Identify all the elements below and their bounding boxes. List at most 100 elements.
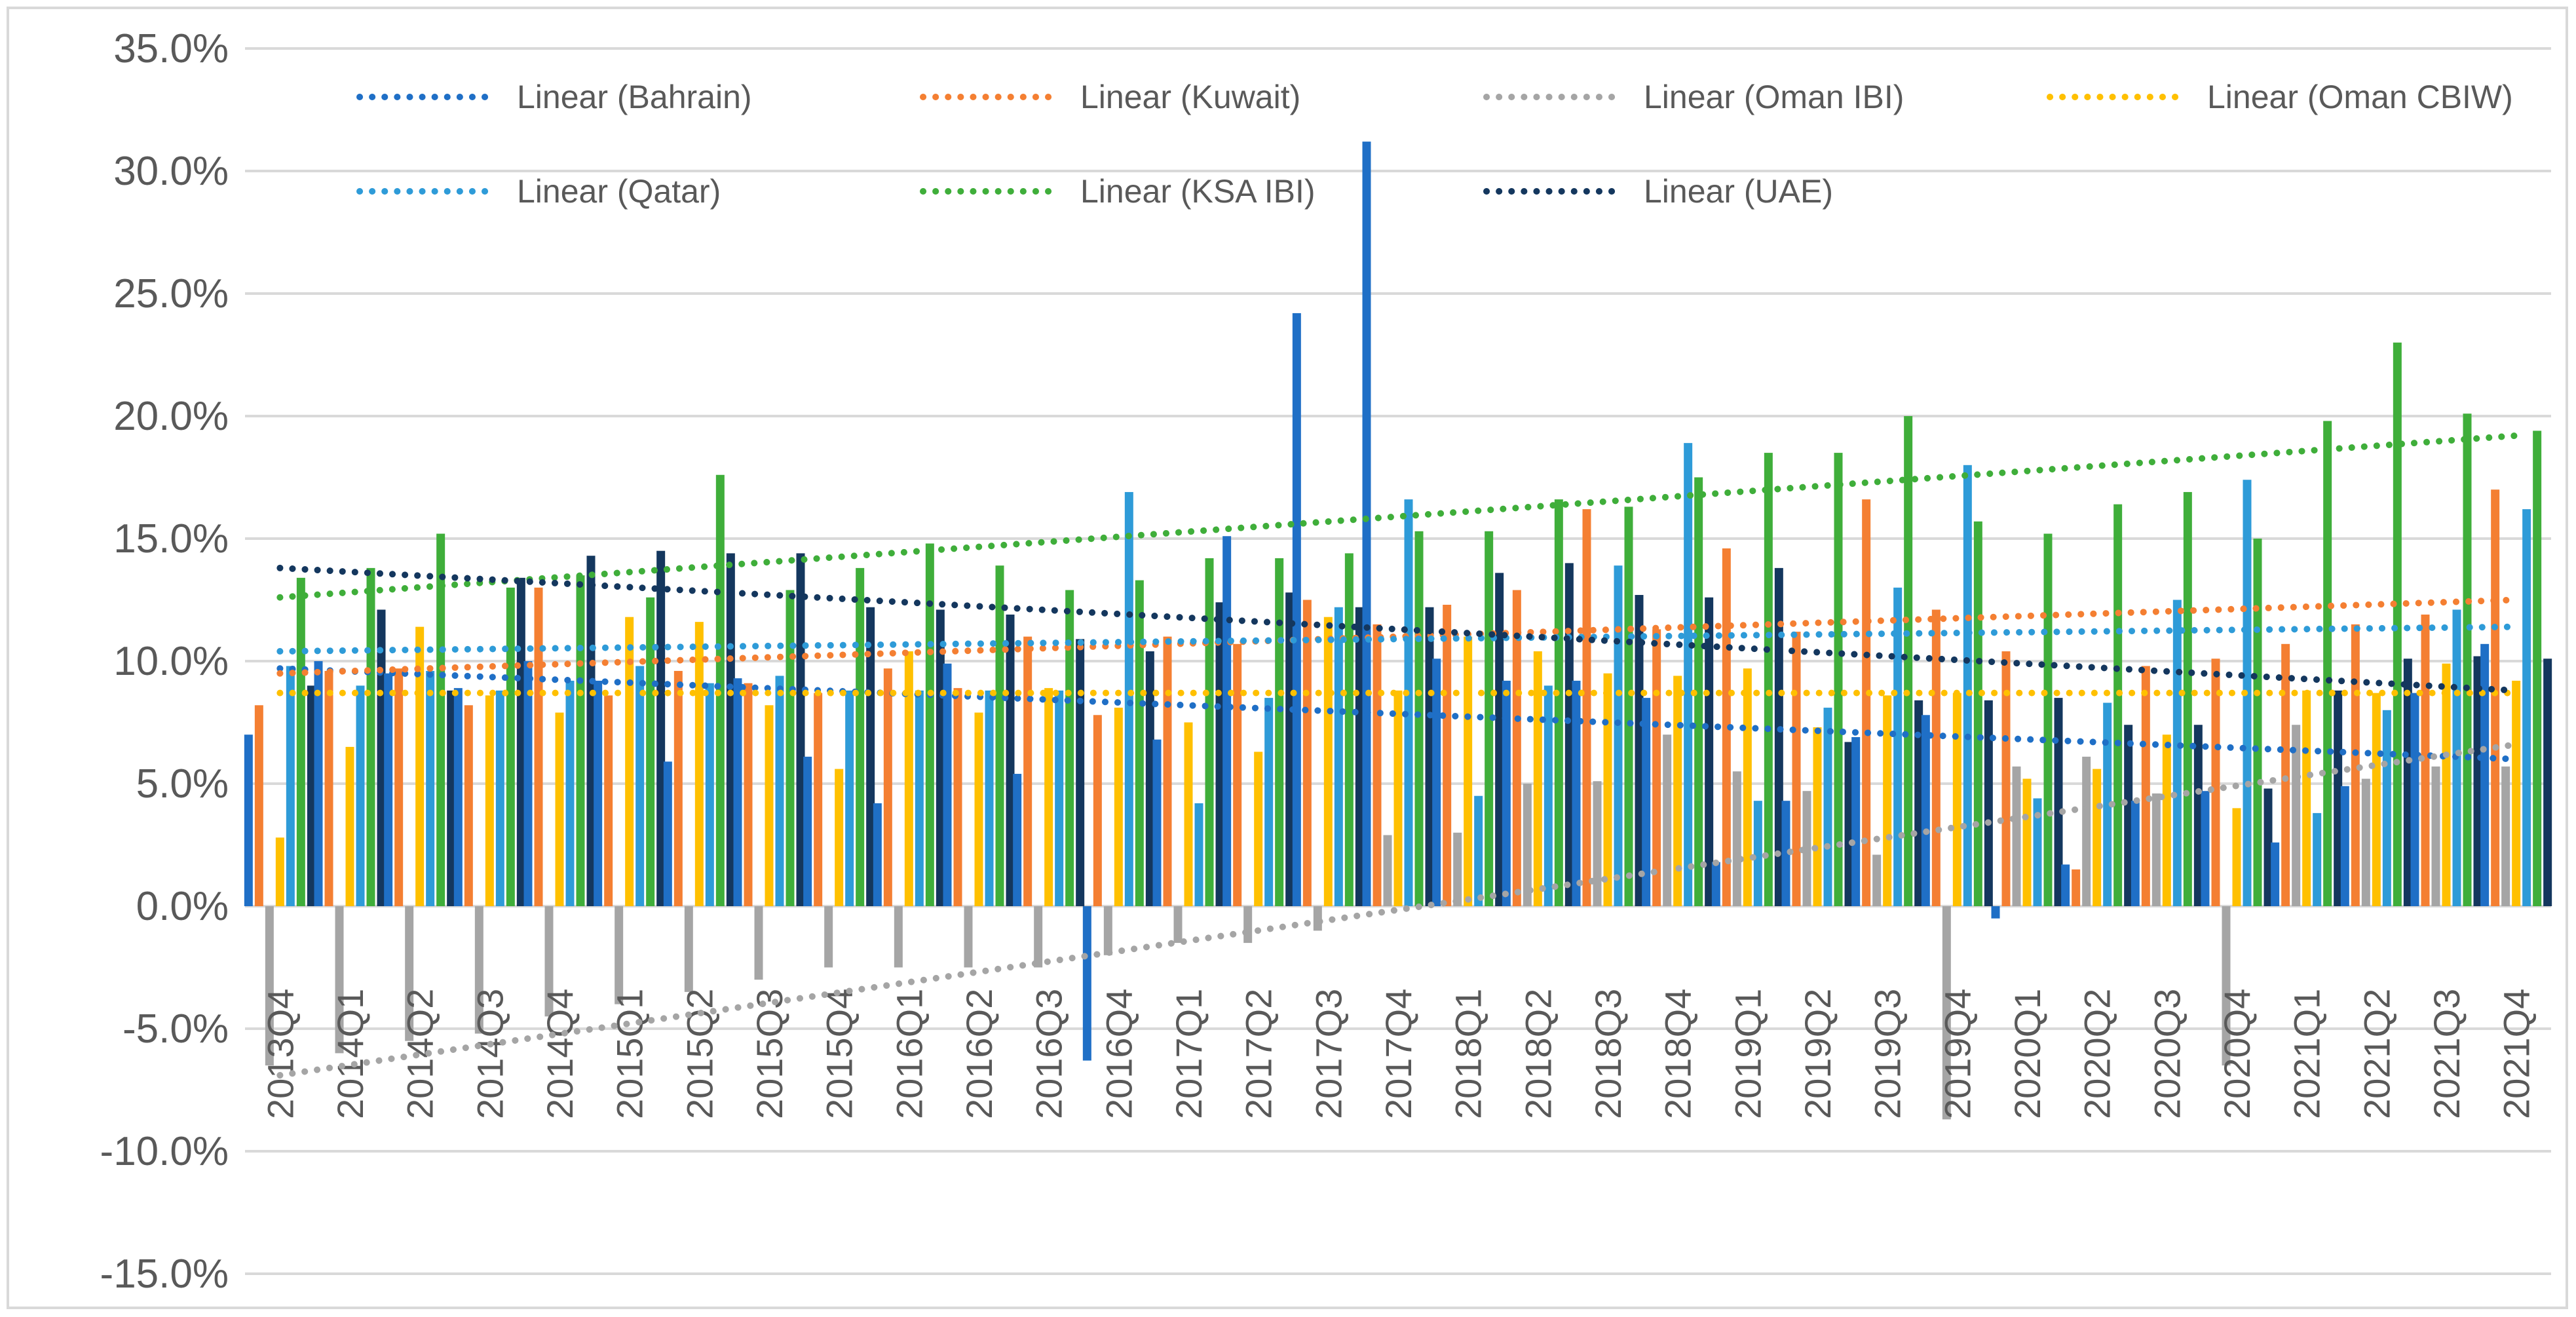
x-tick-label: 2016Q3 — [1029, 989, 1070, 1119]
bar-uae — [1215, 602, 1224, 906]
bar-uae — [447, 690, 456, 906]
bar-uae — [2543, 658, 2552, 906]
bar-oman-ibi — [265, 906, 274, 1066]
bar-ksa-ibi — [1904, 416, 1913, 906]
y-tick-label: 25.0% — [113, 271, 229, 316]
bar-oman-ibi — [964, 906, 973, 968]
bar-ksa-ibi — [1414, 531, 1424, 906]
bar-oman-cbiw — [974, 712, 983, 906]
bar-oman-cbiw — [1813, 727, 1822, 906]
trendline-kuwait — [276, 596, 2520, 677]
bar-kuwait — [2072, 869, 2081, 906]
trendline-uae — [276, 564, 2520, 694]
bar-uae — [2403, 658, 2412, 906]
bar-uae — [1006, 614, 1015, 906]
y-tick-label: 0.0% — [136, 884, 229, 929]
bar-qatar — [1544, 685, 1553, 906]
bar-qatar — [1194, 803, 1203, 906]
bar-oman-cbiw — [1883, 695, 1892, 906]
bar-bahrain — [1432, 658, 1441, 906]
bar-ksa-ibi — [296, 577, 305, 906]
bar-oman-ibi — [544, 906, 554, 1017]
bar-kuwait — [1233, 643, 1242, 906]
bar-bahrain — [1851, 736, 1861, 906]
bar-oman-ibi — [2151, 793, 2161, 906]
bar-qatar — [775, 676, 784, 906]
bar-bahrain — [663, 761, 672, 906]
bar-qatar — [845, 690, 854, 906]
bar-kuwait — [1931, 609, 1941, 906]
bar-bahrain — [873, 803, 882, 906]
trendlines — [276, 432, 2520, 1079]
bar-qatar — [2172, 600, 2182, 906]
bar-oman-ibi — [1034, 906, 1043, 968]
bar-oman-cbiw — [1533, 651, 1542, 906]
bar-uae — [2334, 690, 2343, 906]
y-tick-label: -10.0% — [100, 1129, 229, 1174]
bar-oman-cbiw — [694, 622, 704, 906]
bar-oman-ibi — [2222, 906, 2231, 1066]
x-tick-label: 2019Q2 — [1797, 989, 1838, 1119]
y-tick-label: -15.0% — [100, 1251, 229, 1297]
bar-oman-ibi — [1872, 854, 1882, 906]
bar-kuwait — [1582, 509, 1591, 906]
bar-oman-ibi — [2012, 766, 2021, 906]
bar-kuwait — [1443, 604, 1452, 906]
bar-kuwait — [394, 668, 404, 906]
bar-oman-ibi — [335, 906, 344, 1054]
bars — [244, 142, 2552, 1120]
x-tick-label: 2019Q1 — [1727, 989, 1768, 1119]
bar-kuwait — [1163, 636, 1172, 906]
bar-oman-ibi — [474, 906, 483, 1034]
bar-ksa-ibi — [646, 597, 655, 906]
x-tick-label: 2020Q3 — [2146, 989, 2188, 1119]
trendline-bahrain — [276, 665, 2520, 763]
bar-ksa-ibi — [2043, 533, 2053, 906]
bar-oman-ibi — [894, 906, 903, 968]
legend-label: Linear (Oman CBIW) — [2207, 79, 2513, 115]
bar-uae — [1705, 597, 1714, 906]
bar-qatar — [915, 690, 924, 906]
bar-kuwait — [814, 693, 823, 906]
bar-kuwait — [1862, 499, 1871, 906]
bar-qatar — [1264, 698, 1274, 906]
bar-uae — [586, 556, 596, 906]
bar-kuwait — [534, 587, 543, 906]
bar-ksa-ibi — [856, 567, 865, 906]
bar-oman-cbiw — [835, 769, 844, 906]
bar-qatar — [1474, 795, 1483, 906]
bar-bahrain — [2410, 693, 2419, 906]
bar-qatar — [2033, 798, 2042, 906]
x-tick-label: 2020Q1 — [2007, 989, 2048, 1119]
bar-bahrain — [2340, 786, 2349, 906]
bar-qatar — [356, 685, 365, 906]
bar-qatar — [426, 670, 435, 906]
x-tick-label: 2020Q4 — [2216, 989, 2258, 1119]
x-tick-label: 2015Q3 — [749, 989, 790, 1119]
bar-uae — [936, 609, 945, 906]
bar-kuwait — [2491, 489, 2500, 906]
bar-uae — [1355, 607, 1364, 906]
bar-bahrain — [1711, 862, 1720, 906]
bar-uae — [2263, 788, 2273, 906]
bar-uae — [1844, 742, 1853, 906]
bar-oman-ibi — [2361, 778, 2370, 906]
x-tick-label: 2018Q3 — [1587, 989, 1629, 1119]
bar-oman-ibi — [2082, 756, 2091, 906]
bar-kuwait — [1792, 632, 1801, 906]
bar-bahrain — [2131, 801, 2140, 906]
bar-kuwait — [464, 705, 473, 906]
bar-bahrain — [1502, 680, 1511, 906]
bar-uae — [796, 553, 805, 906]
bar-qatar — [1334, 607, 1343, 906]
x-tick-label: 2019Q3 — [1867, 989, 1908, 1119]
bar-uae — [1914, 700, 1923, 906]
bar-bahrain — [1013, 774, 1022, 906]
trendline-qatar — [276, 623, 2520, 655]
x-tick-label: 2021Q2 — [2356, 989, 2397, 1119]
bar-bahrain — [1152, 739, 1162, 906]
bar-bahrain — [1642, 698, 1651, 906]
bar-oman-ibi — [1593, 781, 1602, 906]
legend-label: Linear (Kuwait) — [1080, 79, 1300, 115]
bar-ksa-ibi — [2533, 430, 2542, 906]
